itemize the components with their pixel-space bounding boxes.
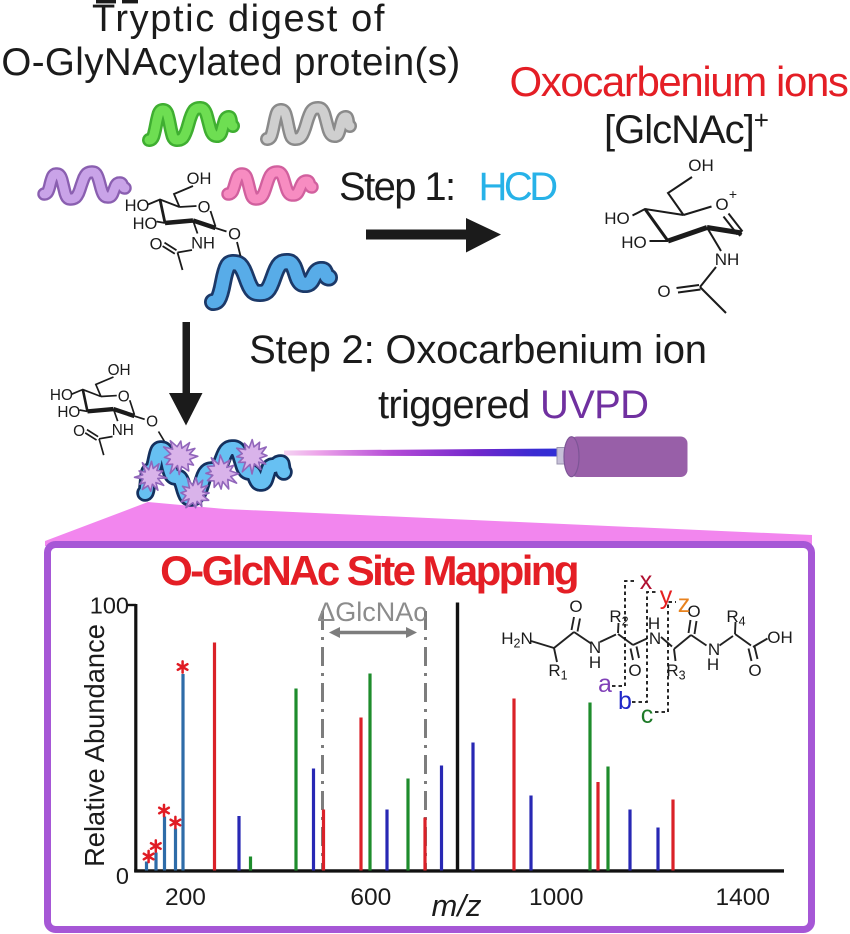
svg-text:H: H (707, 655, 719, 674)
svg-text:Step 2: Oxocarbenium ion: Step 2: Oxocarbenium ion (249, 328, 707, 372)
svg-text:O: O (198, 199, 211, 217)
svg-text:O: O (150, 236, 163, 254)
svg-text:Oxocarbenium ions: Oxocarbenium ions (509, 58, 847, 105)
svg-text:NH: NH (715, 250, 740, 269)
svg-text:100: 100 (90, 593, 129, 619)
svg-text:Step 1:: Step 1: (339, 165, 455, 209)
svg-text:O: O (687, 602, 700, 621)
svg-text:OH: OH (688, 156, 714, 175)
svg-text:HO: HO (621, 233, 647, 252)
svg-text:H2N: H2N (501, 629, 533, 651)
svg-text:a: a (598, 670, 612, 698)
svg-text:O: O (569, 597, 582, 616)
svg-text:HCD: HCD (479, 165, 557, 209)
svg-text:Tryptic digest of: Tryptic digest of (92, 0, 386, 40)
svg-text:z: z (678, 590, 691, 618)
svg-text:HO: HO (125, 197, 150, 215)
svg-text:OH: OH (187, 170, 212, 188)
svg-text:200: 200 (165, 884, 206, 911)
svg-text:OH: OH (767, 628, 793, 647)
svg-text:H: H (648, 614, 660, 633)
svg-text:x: x (640, 567, 653, 595)
svg-text:1000: 1000 (529, 884, 584, 911)
svg-text:N: N (708, 640, 720, 659)
svg-text:HO: HO (604, 209, 630, 228)
svg-text:HO: HO (133, 215, 158, 233)
svg-text:[GlcNAc]+: [GlcNAc]+ (604, 105, 768, 152)
svg-text:600: 600 (350, 884, 391, 911)
svg-text:H: H (589, 653, 601, 672)
svg-text:O-GlcNAc Site Mapping: O-GlcNAc Site Mapping (160, 547, 577, 594)
svg-text:+: + (729, 186, 737, 202)
svg-text:O: O (715, 195, 728, 214)
svg-text:NH: NH (191, 235, 215, 253)
svg-text:b: b (618, 687, 632, 715)
svg-text:O-GlyNAcylated protein(s): O-GlyNAcylated protein(s) (1, 41, 460, 84)
svg-text:triggered UVPD: triggered UVPD (378, 383, 648, 427)
svg-text:O: O (628, 661, 641, 680)
svg-text:N: N (649, 629, 661, 648)
svg-text:O: O (228, 226, 241, 244)
svg-text:c: c (641, 701, 654, 729)
svg-text:m/z: m/z (432, 888, 482, 923)
svg-text:N: N (589, 638, 601, 657)
svg-text:1400: 1400 (715, 884, 770, 911)
svg-text:O: O (748, 661, 761, 680)
svg-text:y: y (660, 582, 673, 610)
svg-text:O: O (657, 282, 670, 301)
svg-text:Relative Abundance: Relative Abundance (79, 624, 110, 867)
svg-text:0: 0 (116, 863, 129, 889)
svg-text:ΔGlcNAc: ΔGlcNAc (317, 597, 427, 627)
